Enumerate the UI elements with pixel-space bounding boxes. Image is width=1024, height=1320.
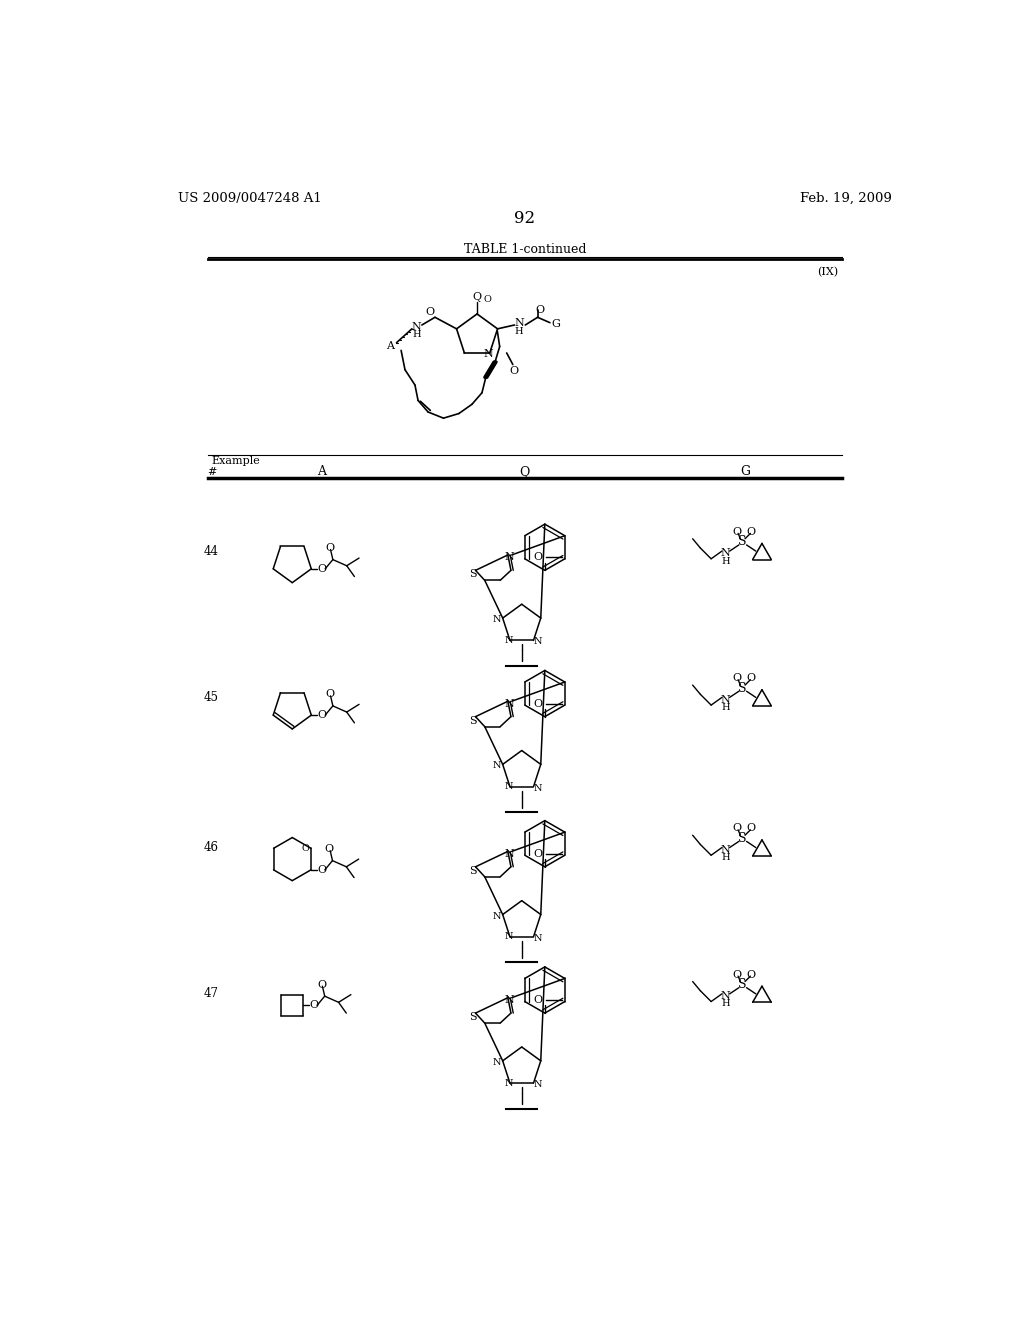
Text: N: N	[505, 995, 514, 1005]
Text: N: N	[493, 615, 501, 624]
Text: Example: Example	[211, 455, 260, 466]
Text: O: O	[309, 1001, 318, 1010]
Text: O: O	[733, 673, 741, 684]
Text: O: O	[534, 698, 543, 709]
Text: (IX): (IX)	[817, 267, 838, 277]
Text: 46: 46	[204, 841, 219, 854]
Text: N: N	[534, 1080, 542, 1089]
Text: O: O	[746, 527, 756, 537]
Text: H: H	[722, 999, 730, 1008]
Text: H: H	[515, 326, 523, 335]
Text: N: N	[504, 636, 513, 645]
Text: S: S	[737, 978, 746, 991]
Text: N: N	[504, 783, 513, 791]
Text: O: O	[536, 305, 545, 314]
Text: N: N	[721, 548, 731, 558]
Text: S: S	[469, 1012, 477, 1022]
Text: N: N	[504, 1078, 513, 1088]
Text: N: N	[534, 935, 542, 942]
Text: N: N	[505, 849, 514, 859]
Text: Q: Q	[472, 292, 481, 302]
Text: O: O	[534, 995, 543, 1005]
Text: O: O	[325, 843, 334, 854]
Text: G: G	[740, 465, 750, 478]
Text: Feb. 19, 2009: Feb. 19, 2009	[801, 191, 892, 205]
Text: O: O	[510, 366, 519, 376]
Text: O: O	[317, 865, 327, 875]
Text: A: A	[386, 341, 394, 351]
Text: N: N	[505, 698, 514, 709]
Text: O: O	[733, 824, 741, 833]
Text: S: S	[469, 866, 477, 875]
Text: H: H	[722, 557, 730, 565]
Text: S: S	[469, 569, 477, 579]
Text: H: H	[413, 330, 421, 339]
Text: N: N	[721, 991, 731, 1001]
Text: N: N	[514, 318, 524, 327]
Text: N: N	[534, 784, 542, 793]
Text: S: S	[737, 832, 746, 845]
Text: O: O	[425, 306, 434, 317]
Text: TABLE 1-continued: TABLE 1-continued	[464, 243, 586, 256]
Text: 45: 45	[204, 690, 219, 704]
Text: O: O	[302, 843, 309, 853]
Text: O: O	[326, 689, 335, 700]
Text: O: O	[746, 970, 756, 979]
Text: O: O	[733, 527, 741, 537]
Text: O: O	[317, 564, 327, 574]
Text: N: N	[483, 350, 494, 359]
Text: N: N	[505, 552, 514, 562]
Text: O: O	[317, 979, 327, 990]
Text: N: N	[721, 845, 731, 855]
Text: 44: 44	[204, 545, 219, 557]
Text: N: N	[721, 694, 731, 705]
Text: S: S	[737, 536, 746, 548]
Text: O: O	[733, 970, 741, 979]
Text: 47: 47	[204, 987, 219, 1001]
Text: O: O	[746, 673, 756, 684]
Text: S: S	[737, 681, 746, 694]
Text: N: N	[493, 912, 501, 920]
Text: O: O	[746, 824, 756, 833]
Text: O: O	[317, 710, 327, 721]
Text: #: #	[207, 467, 216, 477]
Text: O: O	[534, 552, 543, 562]
Text: N: N	[504, 932, 513, 941]
Text: H: H	[722, 853, 730, 862]
Text: US 2009/0047248 A1: US 2009/0047248 A1	[178, 191, 323, 205]
Text: S: S	[469, 715, 477, 726]
Text: N: N	[493, 762, 501, 771]
Text: N: N	[534, 638, 542, 647]
Text: N: N	[412, 322, 422, 333]
Text: N: N	[493, 1057, 501, 1067]
Text: 92: 92	[514, 210, 536, 227]
Text: H: H	[722, 704, 730, 711]
Text: O: O	[483, 294, 490, 304]
Text: G: G	[552, 319, 560, 329]
Text: O: O	[326, 543, 335, 553]
Text: Q: Q	[519, 465, 530, 478]
Text: O: O	[534, 849, 543, 859]
Text: A: A	[317, 465, 326, 478]
